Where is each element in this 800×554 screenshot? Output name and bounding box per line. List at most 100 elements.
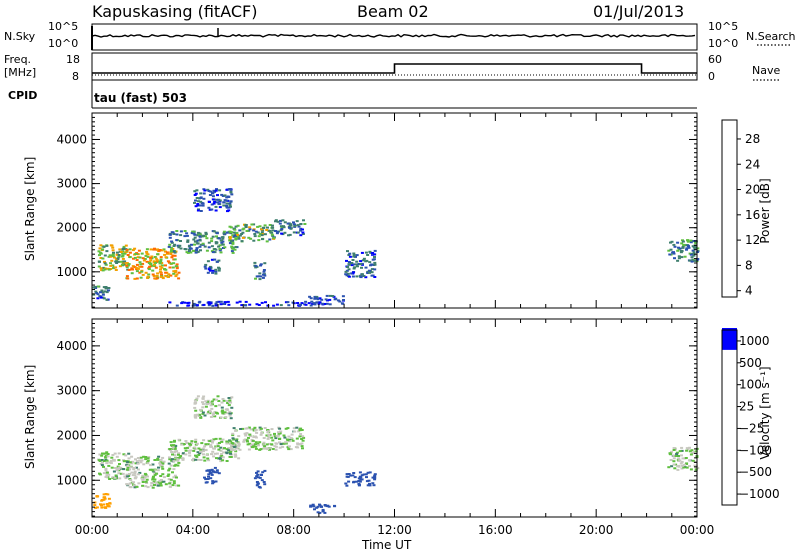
velocity-cell bbox=[237, 442, 241, 445]
velocity-cell bbox=[260, 479, 264, 482]
power-cell bbox=[177, 277, 181, 280]
velocity-cell bbox=[232, 438, 236, 441]
power-cell bbox=[223, 194, 227, 197]
velocity-cell bbox=[194, 438, 198, 441]
velocity-cell bbox=[222, 451, 226, 454]
velocity-cell bbox=[177, 461, 181, 464]
power-cell bbox=[215, 301, 219, 304]
power-cell bbox=[685, 248, 688, 251]
velocity-cell bbox=[171, 453, 174, 456]
velocity-cell bbox=[225, 448, 229, 451]
velocity-cell bbox=[254, 429, 258, 432]
velocity-cell bbox=[301, 447, 304, 450]
power-cell bbox=[215, 201, 219, 204]
power-cell bbox=[205, 237, 209, 240]
power-cell bbox=[141, 273, 145, 276]
velocity-cell bbox=[249, 435, 252, 438]
power-cell bbox=[689, 253, 693, 256]
power-cell bbox=[328, 303, 332, 306]
velocity-cbar-tick-label: −500 bbox=[739, 465, 772, 479]
x-tick-label: 16:00 bbox=[478, 523, 513, 537]
power-cell bbox=[152, 260, 156, 263]
power-cell bbox=[103, 254, 107, 257]
power-cell bbox=[97, 250, 101, 253]
velocity-ytick-label: 2000 bbox=[56, 428, 87, 442]
power-cell bbox=[186, 304, 190, 307]
power-cell bbox=[207, 190, 211, 192]
power-cell bbox=[373, 256, 376, 258]
power-cell bbox=[265, 240, 269, 243]
power-cell bbox=[220, 193, 224, 196]
velocity-cell bbox=[117, 468, 120, 470]
power-cell bbox=[222, 303, 226, 305]
velocity-cell bbox=[255, 484, 259, 487]
velocity-cell bbox=[177, 453, 180, 456]
velocity-cell bbox=[144, 456, 148, 458]
velocity-cell bbox=[266, 431, 270, 434]
power-cell bbox=[292, 231, 296, 234]
power-cell bbox=[274, 219, 278, 222]
velocity-cbar-label: Velocity [m s⁻¹] bbox=[758, 366, 772, 460]
date-title: 01/Jul/2013 bbox=[593, 2, 685, 21]
power-cell bbox=[168, 301, 172, 304]
velocity-cell bbox=[252, 428, 256, 431]
velocity-cell bbox=[106, 493, 110, 496]
velocity-cell bbox=[299, 427, 303, 430]
velocity-cell bbox=[168, 448, 172, 450]
velocity-cell bbox=[144, 480, 148, 483]
velocity-cell bbox=[289, 448, 293, 451]
power-cell bbox=[215, 260, 219, 263]
velocity-cell bbox=[258, 441, 262, 444]
nsky-tick-top: 10^5 bbox=[48, 20, 79, 33]
power-cell bbox=[95, 292, 99, 295]
power-cell bbox=[229, 191, 233, 194]
velocity-cell bbox=[197, 413, 201, 416]
velocity-cell bbox=[214, 405, 218, 408]
power-cell bbox=[177, 271, 181, 274]
velocity-cell bbox=[132, 481, 135, 484]
nsearch-tick-bottom: 10^0 bbox=[708, 37, 739, 50]
power-cell bbox=[196, 242, 200, 245]
power-cell bbox=[694, 242, 698, 245]
power-cell bbox=[119, 251, 123, 253]
velocity-cell bbox=[132, 468, 136, 471]
velocity-cell bbox=[309, 505, 313, 508]
velocity-cell bbox=[134, 458, 137, 461]
power-cell bbox=[170, 241, 174, 244]
velocity-cell bbox=[193, 402, 197, 405]
velocity-cell bbox=[675, 452, 679, 455]
velocity-cell bbox=[128, 461, 132, 464]
power-cell bbox=[198, 204, 202, 207]
velocity-cell bbox=[227, 397, 231, 399]
power-cell bbox=[111, 249, 115, 252]
velocity-cell bbox=[256, 470, 260, 473]
power-cell bbox=[153, 263, 156, 266]
power-cell bbox=[221, 195, 225, 197]
power-cell bbox=[352, 252, 356, 255]
velocity-cell bbox=[104, 493, 108, 495]
power-cell bbox=[352, 263, 356, 266]
velocity-cell bbox=[202, 456, 206, 459]
power-cell bbox=[180, 302, 184, 305]
power-cell bbox=[693, 247, 697, 250]
power-cell bbox=[101, 248, 105, 251]
power-cell bbox=[157, 249, 161, 252]
power-cell bbox=[212, 230, 216, 233]
velocity-cell bbox=[278, 446, 282, 449]
velocity-cell bbox=[117, 472, 121, 475]
velocity-cell bbox=[273, 432, 276, 435]
power-cell bbox=[348, 252, 352, 255]
power-cell bbox=[126, 277, 130, 280]
velocity-cell bbox=[694, 468, 698, 471]
velocity-cell bbox=[231, 432, 235, 435]
velocity-cell bbox=[199, 450, 202, 453]
velocity-cell bbox=[345, 473, 349, 476]
power-cell bbox=[211, 251, 215, 254]
power-cell bbox=[189, 247, 193, 250]
velocity-cell bbox=[368, 484, 372, 487]
power-cell bbox=[204, 233, 208, 236]
power-cell bbox=[218, 244, 222, 247]
power-cell bbox=[164, 250, 167, 253]
power-cell bbox=[672, 252, 676, 255]
power-cell bbox=[193, 233, 197, 236]
